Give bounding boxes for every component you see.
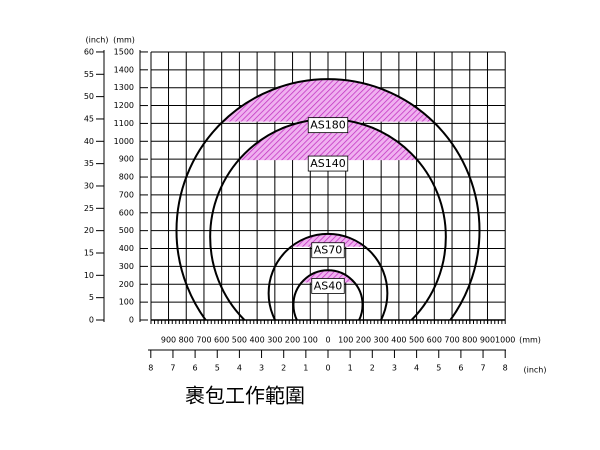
y-mm-tick-label: 200 — [119, 280, 134, 289]
x-mm-tick-label: 300 — [374, 336, 389, 345]
x-inch-tick-label: 4 — [237, 364, 242, 373]
y-mm-tick-label: 900 — [119, 155, 134, 164]
y-inch-tick-label: 25 — [84, 204, 94, 213]
y-inch-tick-label: 35 — [84, 159, 94, 168]
x-inch-tick-label: 5 — [436, 364, 441, 373]
y-inch-tick-label: 50 — [84, 92, 94, 101]
label-box — [307, 155, 349, 172]
x-mm-tick-label: 0 — [325, 336, 330, 345]
x-inch-tick-label: 0 — [325, 364, 330, 373]
range-label: AS180 — [310, 119, 346, 132]
x-mm-tick-label: 700 — [196, 336, 211, 345]
y-mm-tick-label: 700 — [119, 190, 134, 199]
y-inch-unit: (inch) — [85, 36, 108, 45]
x-mm-tick-label: 900 — [161, 336, 176, 345]
x-mm-tick-label: 300 — [267, 336, 282, 345]
ranges — [175, 78, 481, 320]
x-mm-tick-label: 500 — [232, 336, 247, 345]
x-inch-tick-label: 4 — [414, 364, 419, 373]
y-mm-tick-label: 1400 — [114, 65, 134, 74]
y-mm-unit: (mm) — [113, 36, 135, 45]
y-mm-tick-label: 800 — [119, 173, 134, 182]
label-box — [307, 117, 349, 134]
x-inch-tick-label: 6 — [458, 364, 463, 373]
y-inch-tick-label: 60 — [84, 47, 94, 56]
y-mm-tick-label: 1100 — [114, 119, 134, 128]
y-mm-tick-label: 300 — [119, 262, 134, 271]
x-inch-tick-label: 8 — [503, 364, 508, 373]
x-inch-tick-label: 7 — [170, 364, 175, 373]
x-mm-tick-label: 1000 — [495, 336, 515, 345]
y-inch-tick-label: 45 — [84, 114, 94, 123]
y-inch-tick-label: 10 — [84, 271, 94, 280]
x-mm-tick-label: 100 — [303, 336, 318, 345]
y-mm-tick-label: 1300 — [114, 83, 134, 92]
y-inch-tick-label: 15 — [84, 248, 94, 257]
y-mm-tick-label: 0 — [129, 316, 134, 325]
x-mm-tick-label: 500 — [409, 336, 424, 345]
range-label: AS140 — [310, 157, 346, 170]
y-mm-tick-label: 1500 — [114, 47, 134, 56]
x-inch-tick-label: 8 — [148, 364, 153, 373]
range-label: AS70 — [314, 244, 343, 257]
x-inch-tick-label: 5 — [215, 364, 220, 373]
y-mm-tick-label: 400 — [119, 244, 134, 253]
x-mm-tick-label: 200 — [356, 336, 371, 345]
y-inch-tick-label: 30 — [84, 181, 94, 190]
x-inch-unit: (inch) — [523, 366, 546, 375]
y-mm-tick-label: 1200 — [114, 101, 134, 110]
y-inch-tick-label: 40 — [84, 137, 94, 146]
x-inch-tick-label: 1 — [303, 364, 308, 373]
x-inch-tick-label: 2 — [281, 364, 286, 373]
x-inch-tick-label: 3 — [392, 364, 397, 373]
x-mm-tick-label: 700 — [444, 336, 459, 345]
label-box — [311, 278, 345, 294]
x-mm-tick-label: 800 — [462, 336, 477, 345]
range-circle — [267, 232, 389, 320]
x-inch-tick-label: 2 — [370, 364, 375, 373]
y-inch-tick-label: 55 — [84, 70, 94, 79]
x-mm-tick-label: 600 — [427, 336, 442, 345]
hatched-band — [222, 79, 434, 122]
range-circle — [292, 269, 364, 320]
y-mm-tick-label: 100 — [119, 298, 134, 307]
y-mm-tick-label: 600 — [119, 208, 134, 217]
y-inch-tick-label: 5 — [89, 293, 94, 302]
x-mm-tick-label: 200 — [285, 336, 300, 345]
y-mm-tick-label: 1000 — [114, 137, 134, 146]
y-inch-tick-label: 0 — [89, 316, 94, 325]
x-mm-tick-label: 900 — [480, 336, 495, 345]
x-mm-unit: (mm) — [519, 336, 541, 345]
hatched-band — [238, 119, 418, 161]
label-box — [311, 242, 345, 259]
x-inch-tick-label: 7 — [481, 364, 486, 373]
x-inch-tick-label: 1 — [348, 364, 353, 373]
x-mm-tick-label: 400 — [391, 336, 406, 345]
range-label: AS40 — [314, 279, 343, 292]
caption: 裹包工作範圍 — [185, 384, 305, 408]
y-inch-tick-label: 20 — [84, 226, 94, 235]
y-mm-tick-label: 500 — [119, 226, 134, 235]
x-mm-tick-label: 600 — [214, 336, 229, 345]
x-inch-tick-label: 3 — [259, 364, 264, 373]
x-mm-tick-label: 400 — [249, 336, 264, 345]
range-circle — [175, 78, 481, 320]
x-inch-tick-label: 6 — [193, 364, 198, 373]
x-mm-tick-label: 100 — [338, 336, 353, 345]
x-mm-tick-label: 800 — [179, 336, 194, 345]
